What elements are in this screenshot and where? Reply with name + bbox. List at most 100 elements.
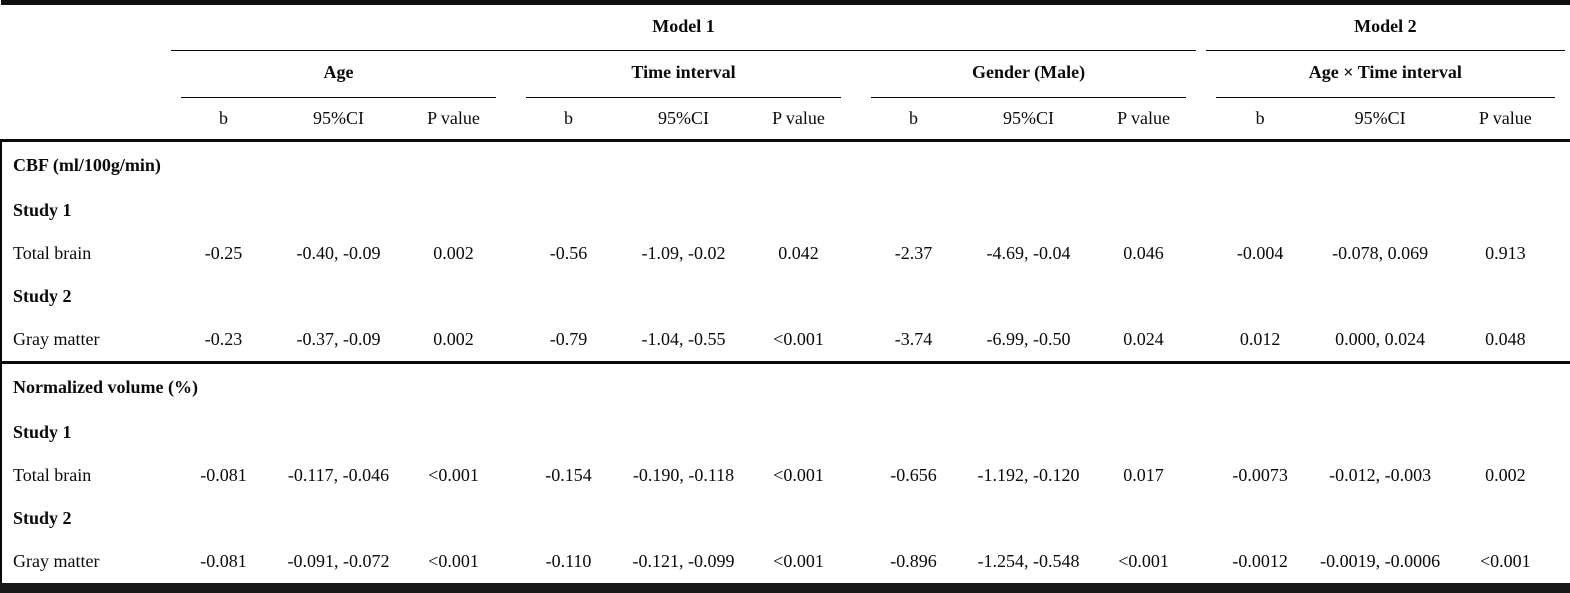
study2-label-row: Study 2 (1, 275, 1570, 318)
value-cell: 0.024 (1123, 328, 1164, 349)
value-cell: 0.000, 0.024 (1335, 328, 1426, 349)
value-cell: 0.002 (433, 328, 474, 349)
group-header-gender-cell: Gender (Male) (856, 51, 1201, 98)
value-cell: -1.254, -0.548 (977, 550, 1080, 571)
value-cell: 0.012 (1239, 328, 1281, 349)
value-cell: -0.081 (200, 464, 247, 485)
value-cell: -0.0012 (1232, 550, 1288, 571)
value-cell: -0.896 (890, 550, 937, 571)
stub-cell (1, 51, 166, 98)
value-cell: -1.192, -0.120 (977, 464, 1080, 485)
value-cell: -1.09, -0.02 (641, 242, 726, 263)
value-cell: <0.001 (428, 550, 479, 571)
table-row: Total brain -0.25 -0.40, -0.09 0.002 -0.… (1, 232, 1570, 275)
value-cell: -0.117, -0.046 (287, 464, 390, 485)
section-header-cbf-row: CBF (ml/100g/min) (1, 141, 1570, 190)
value-cell: -0.23 (204, 328, 243, 349)
stat-header-row: b 95%CI P value b 95%CI P value b 95%CI … (1, 98, 1570, 141)
age-underline: Age (181, 51, 496, 98)
table-row: Gray matter -0.23 -0.37, -0.09 0.002 -0.… (1, 318, 1570, 363)
value-cell: -0.40, -0.09 (296, 242, 381, 263)
section-header-cbf: CBF (ml/100g/min) (13, 154, 161, 175)
value-cell: -0.79 (549, 328, 588, 349)
stat-header-b: b (564, 107, 573, 128)
study-label: Study 2 (13, 285, 72, 306)
value-cell: -4.69, -0.04 (986, 242, 1071, 263)
study1-label-row: Study 1 (1, 411, 1570, 454)
group-header-time-interval: Time interval (631, 62, 736, 83)
table-row: Gray matter -0.081 -0.091, -0.072 <0.001… (1, 540, 1570, 588)
table-row: Total brain -0.081 -0.117, -0.046 <0.001… (1, 454, 1570, 497)
value-cell: -0.121, -0.099 (632, 550, 735, 571)
value-cell: <0.001 (773, 328, 824, 349)
stub-cell (1, 3, 166, 52)
group-header-gender: Gender (Male) (971, 62, 1086, 83)
value-cell: -6.99, -0.50 (986, 328, 1071, 349)
value-cell: 0.002 (433, 242, 474, 263)
value-cell: <0.001 (1118, 550, 1169, 571)
value-cell: -0.091, -0.072 (287, 550, 390, 571)
model2-header-cell: Model 2 (1201, 3, 1570, 51)
time-interval-underline: Time interval (526, 51, 841, 98)
stat-header-p: P value (1117, 107, 1170, 128)
row-label: Total brain (13, 242, 92, 263)
stat-header-p: P value (1478, 107, 1532, 128)
row-label: Gray matter (13, 328, 100, 349)
table-header: Model 1 Model 2 Age Time interval (1, 3, 1570, 141)
group-header-time-interval-cell: Time interval (511, 51, 856, 98)
value-cell: -0.078, 0.069 (1332, 242, 1429, 263)
model1-header-cell: Model 1 (166, 3, 1201, 51)
value-cell: -3.74 (894, 328, 933, 349)
group-header-age-x-time: Age × Time interval (1308, 62, 1462, 83)
value-cell: <0.001 (773, 550, 824, 571)
value-cell: -0.154 (545, 464, 592, 485)
row-label: Total brain (13, 464, 92, 485)
row-label: Gray matter (13, 550, 100, 571)
value-cell: -0.012, -0.003 (1329, 464, 1432, 485)
group-header-age: Age (323, 62, 354, 83)
group-header-age-cell: Age (166, 51, 511, 98)
value-cell: -0.0073 (1232, 464, 1288, 485)
value-cell: -0.004 (1236, 242, 1284, 263)
stat-header-ci: 95%CI (313, 107, 364, 128)
stat-header-ci: 95%CI (1003, 107, 1054, 128)
model2-underline: Model 2 (1206, 4, 1565, 51)
predictor-header-row: Age Time interval Gender (Male) Age × Ti… (1, 51, 1570, 98)
stat-header-p: P value (427, 107, 480, 128)
value-cell: -0.081 (200, 550, 247, 571)
study-label: Study 1 (13, 199, 72, 220)
section-header-volume: Normalized volume (%) (1, 361, 1570, 411)
group-header-age-x-time-cell: Age × Time interval (1201, 51, 1570, 98)
study2-label-row: Study 2 (1, 497, 1570, 540)
value-cell: -0.110 (545, 550, 592, 571)
value-cell: -0.656 (890, 464, 937, 485)
value-cell: 0.046 (1123, 242, 1164, 263)
age-x-time-underline: Age × Time interval (1216, 51, 1555, 98)
value-cell: <0.001 (773, 464, 824, 485)
model1-header-label: Model 1 (652, 15, 715, 36)
stat-header-b: b (909, 107, 918, 128)
stat-header-b: b (219, 107, 228, 128)
value-cell: -2.37 (894, 242, 933, 263)
stat-header-p: P value (772, 107, 825, 128)
study-label: Study 1 (13, 421, 72, 442)
study1-label-row: Study 1 (1, 189, 1570, 232)
gender-underline: Gender (Male) (871, 51, 1187, 98)
model1-underline: Model 1 (171, 4, 1197, 51)
value-cell: 0.048 (1485, 328, 1526, 349)
stat-header-ci: 95%CI (658, 107, 709, 128)
section-header-volume-row: Normalized volume (%) (1, 361, 1570, 411)
model-header-row: Model 1 Model 2 (1, 3, 1570, 52)
value-cell: 0.913 (1485, 242, 1526, 263)
value-cell: -0.56 (549, 242, 588, 263)
value-cell: -0.0019, -0.0006 (1320, 550, 1441, 571)
value-cell: <0.001 (428, 464, 479, 485)
value-cell: -0.37, -0.09 (296, 328, 381, 349)
value-cell: -0.25 (204, 242, 243, 263)
value-cell: <0.001 (1480, 550, 1531, 571)
stub-cell (1, 98, 166, 141)
value-cell: -0.190, -0.118 (632, 464, 735, 485)
study-label: Study 2 (13, 507, 72, 528)
value-cell: 0.042 (778, 242, 819, 263)
